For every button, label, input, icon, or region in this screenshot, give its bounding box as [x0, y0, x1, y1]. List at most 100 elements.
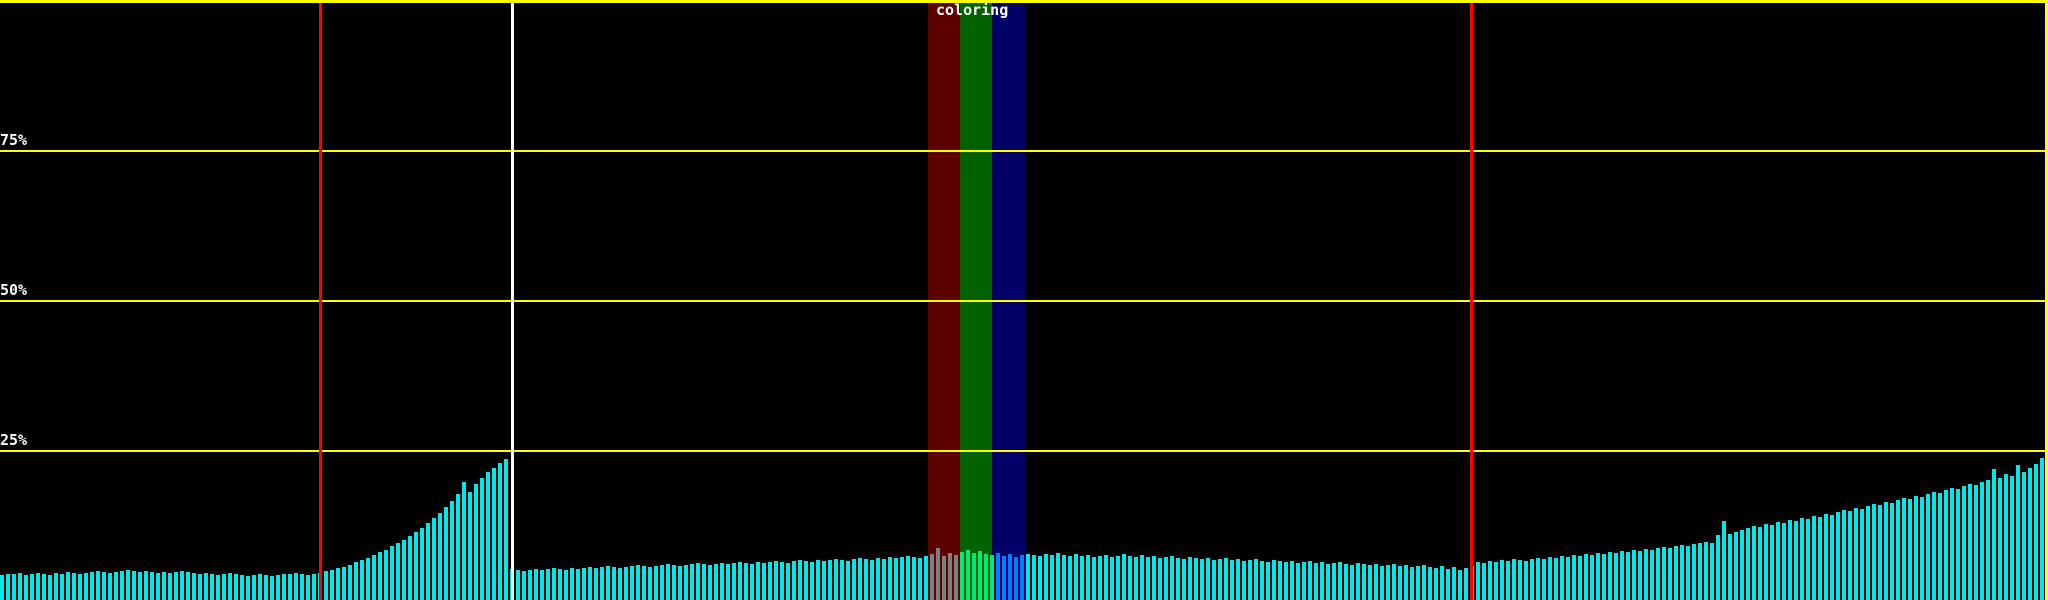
usage-bar [876, 558, 880, 600]
usage-bar [1488, 561, 1492, 600]
usage-bar [246, 576, 250, 600]
usage-bar [1164, 557, 1168, 600]
usage-bar [1170, 556, 1174, 600]
usage-bar [1416, 566, 1420, 600]
usage-bar [522, 571, 526, 600]
usage-bar [996, 553, 1000, 600]
usage-bar [1212, 560, 1216, 600]
usage-bar [1680, 545, 1684, 600]
usage-bar [660, 565, 664, 600]
usage-bar [1236, 559, 1240, 600]
usage-bar [294, 573, 298, 600]
usage-bar [960, 552, 964, 600]
usage-bar [1662, 547, 1666, 600]
usage-bar [1728, 534, 1732, 600]
usage-bar [1902, 498, 1906, 600]
usage-bar [1938, 493, 1942, 600]
usage-bar [1260, 561, 1264, 600]
usage-bar [1830, 515, 1834, 600]
usage-bar [1632, 550, 1636, 600]
usage-bar [270, 576, 274, 600]
usage-bar [1812, 516, 1816, 600]
phase-label-coloring: coloring [936, 1, 1009, 19]
usage-bar [984, 554, 988, 600]
usage-bar [1080, 556, 1084, 600]
usage-bar [438, 513, 442, 600]
usage-bar [1758, 527, 1762, 600]
usage-bar [474, 484, 478, 600]
usage-bar [138, 572, 142, 600]
usage-bar [1734, 532, 1738, 600]
usage-bar [846, 561, 850, 600]
usage-bar [1650, 550, 1654, 600]
usage-bar [324, 571, 328, 600]
usage-bar [1050, 555, 1054, 600]
usage-bar [1056, 553, 1060, 600]
usage-bar [336, 568, 340, 600]
usage-bar [1494, 562, 1498, 600]
usage-bar [1284, 562, 1288, 600]
usage-bar [354, 562, 358, 600]
usage-bar [1278, 561, 1282, 600]
usage-bar [1122, 554, 1126, 600]
usage-bar [126, 570, 130, 600]
usage-bar [390, 546, 394, 600]
usage-bar [42, 574, 46, 600]
usage-bar [1866, 506, 1870, 600]
usage-bar [6, 574, 10, 600]
usage-bar [1266, 562, 1270, 600]
axis-label-75pct: 75% [0, 131, 28, 149]
red-marker-1 [319, 3, 322, 600]
usage-bar [1452, 567, 1456, 600]
usage-bar [864, 559, 868, 600]
usage-bar [1140, 555, 1144, 600]
usage-bar [1518, 560, 1522, 600]
usage-bar [1776, 522, 1780, 600]
usage-bar [1410, 567, 1414, 600]
usage-bar [666, 564, 670, 600]
usage-bar [1752, 526, 1756, 600]
usage-bar [1428, 567, 1432, 600]
usage-bar [948, 553, 952, 600]
usage-bar [156, 573, 160, 600]
usage-bar [54, 573, 58, 600]
red-marker-2 [1470, 3, 1473, 600]
usage-bar [798, 560, 802, 600]
usage-bar [228, 573, 232, 600]
usage-bar [1068, 556, 1072, 600]
usage-bar [618, 568, 622, 600]
usage-bar [1926, 494, 1930, 600]
axis-label-50pct: 50% [0, 281, 28, 299]
usage-bar [150, 572, 154, 600]
usage-bar [48, 575, 52, 600]
usage-bar [2034, 464, 2038, 600]
usage-bar [1302, 562, 1306, 600]
usage-bar [1962, 486, 1966, 600]
usage-bar [1404, 565, 1408, 600]
usage-bar [1914, 496, 1918, 600]
usage-bar [810, 562, 814, 600]
usage-bar [36, 573, 40, 600]
usage-bar [552, 568, 556, 600]
usage-bar [1188, 557, 1192, 600]
usage-bar [456, 494, 460, 600]
usage-bar [1572, 555, 1576, 600]
usage-bar [108, 573, 112, 600]
usage-bar [990, 555, 994, 600]
usage-bar [528, 570, 532, 600]
usage-bar [1026, 554, 1030, 600]
usage-bar [1548, 557, 1552, 600]
usage-bar [96, 571, 100, 600]
usage-bar [816, 560, 820, 600]
usage-bar [684, 565, 688, 600]
usage-bar [1374, 564, 1378, 600]
usage-bar [852, 559, 856, 600]
usage-bar [1698, 543, 1702, 600]
usage-bar [870, 560, 874, 600]
usage-bar [942, 556, 946, 600]
usage-bar [696, 563, 700, 600]
usage-bar [834, 559, 838, 600]
usage-bar [444, 507, 448, 600]
usage-bar [342, 567, 346, 600]
usage-bar [1020, 555, 1024, 600]
